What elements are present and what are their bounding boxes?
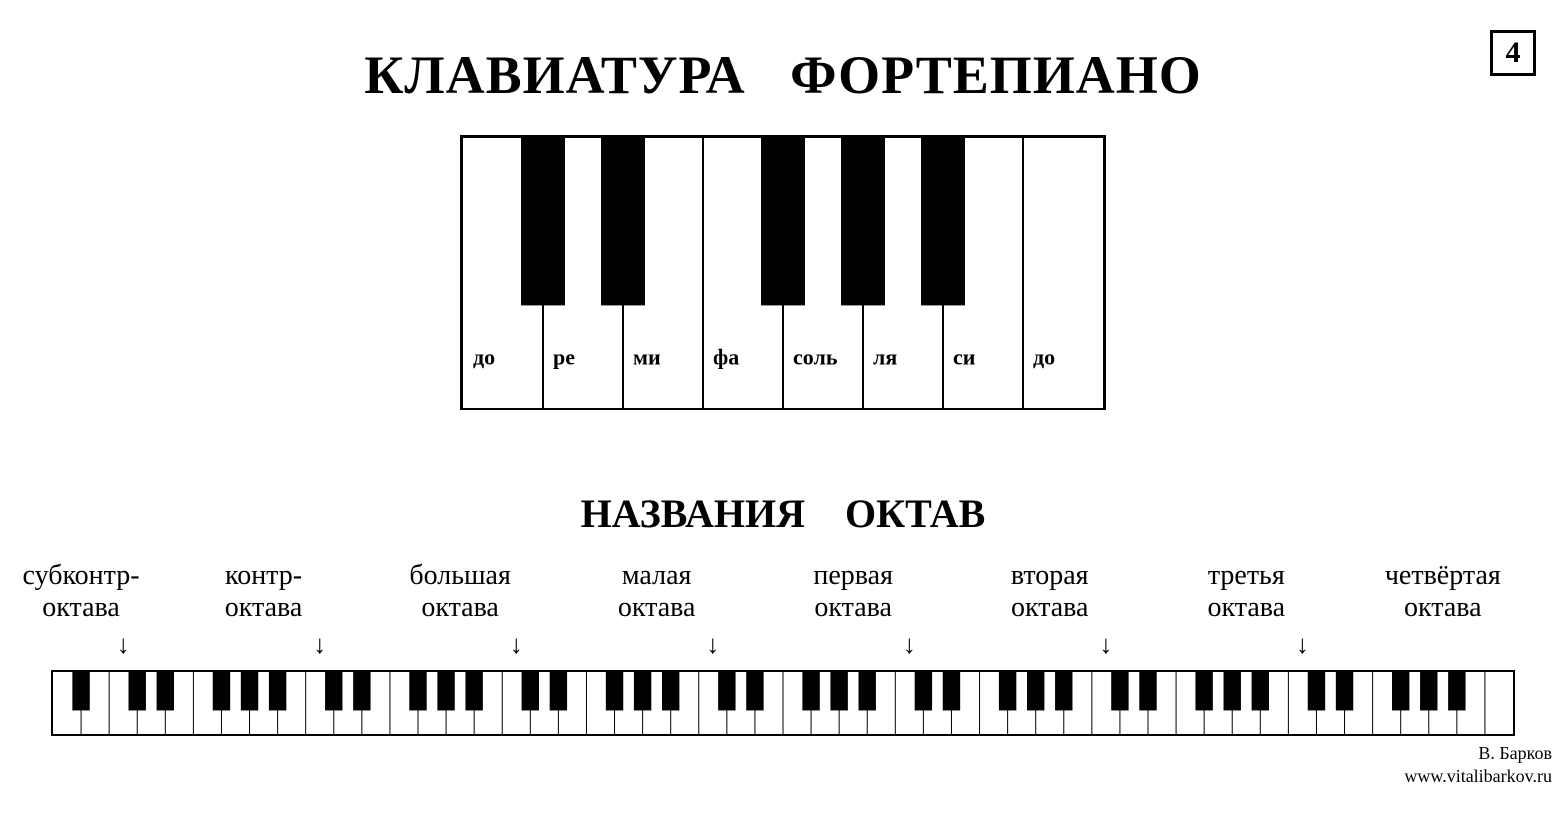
credit-url: www.vitalibarkov.ru bbox=[1404, 765, 1552, 788]
full-keyboard bbox=[51, 670, 1515, 736]
octave-name-label: первая октава bbox=[813, 560, 893, 624]
down-arrow-icon: ↓ bbox=[1296, 632, 1309, 658]
octave-labels-row: субконтр- октава↓контр- октава↓большая о… bbox=[53, 560, 1513, 670]
octave-keyboard-svg: до ре ми фа соль ля си до bbox=[463, 138, 1103, 408]
octave-keyboard: до ре ми фа соль ля си до bbox=[460, 135, 1106, 410]
note-label: до bbox=[473, 345, 495, 370]
title-piano-keyboard: КЛАВИАТУРА ФОРТЕПИАНО bbox=[0, 44, 1566, 106]
down-arrow-icon: ↓ bbox=[313, 632, 326, 658]
page: 4 КЛАВИАТУРА ФОРТЕПИАНО доремифасольляси… bbox=[0, 0, 1566, 813]
credit-author: В. Барков bbox=[1404, 742, 1552, 765]
full-keyboard-svg bbox=[53, 672, 1513, 734]
octave-name-label: третья октава bbox=[1208, 560, 1286, 624]
down-arrow-icon: ↓ bbox=[1099, 632, 1112, 658]
down-arrow-icon: ↓ bbox=[706, 632, 719, 658]
octave-name-label: вторая октава bbox=[1011, 560, 1089, 624]
note-label: си bbox=[953, 345, 976, 370]
note-label: ми bbox=[633, 345, 661, 370]
octave-name-label: контр- октава bbox=[225, 560, 303, 624]
octave-name-label: малая октава bbox=[618, 560, 696, 624]
note-label: до bbox=[1033, 345, 1055, 370]
note-label: ре bbox=[553, 345, 575, 370]
octave-name-label: четвёртая октава bbox=[1385, 560, 1501, 624]
note-label: фа bbox=[713, 345, 739, 370]
octave-name-label: большая октава bbox=[409, 560, 511, 624]
octave-name-label: субконтр- октава bbox=[23, 560, 140, 624]
down-arrow-icon: ↓ bbox=[510, 632, 523, 658]
note-label: ля bbox=[873, 345, 897, 370]
note-label: соль bbox=[793, 345, 838, 370]
credit-block: В. Барков www.vitalibarkov.ru bbox=[1404, 742, 1552, 787]
down-arrow-icon: ↓ bbox=[117, 632, 130, 658]
title-octave-names: НАЗВАНИЯ ОКТАВ bbox=[0, 490, 1566, 537]
down-arrow-icon: ↓ bbox=[903, 632, 916, 658]
